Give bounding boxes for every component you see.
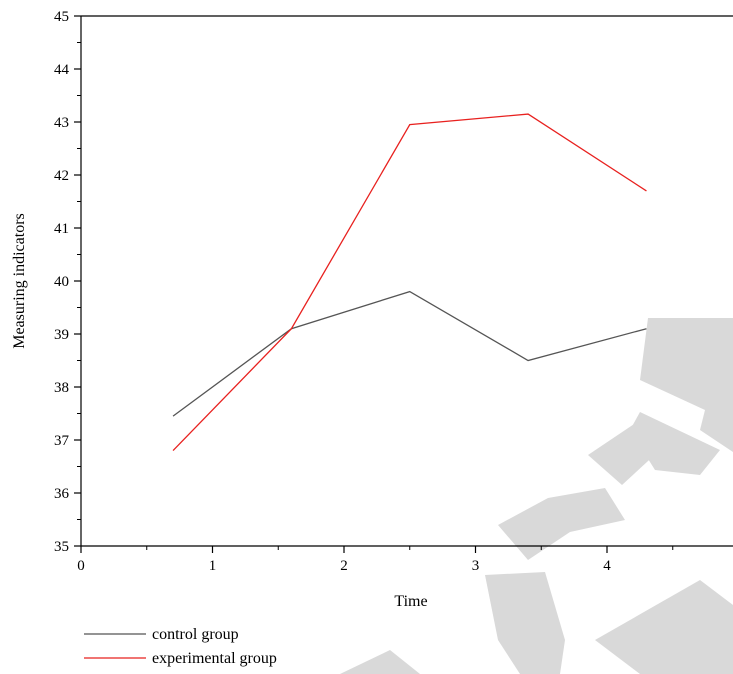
series-line-control [172, 290, 647, 417]
x-tick-label: 1 [209, 558, 217, 574]
x-axis-title: Time [394, 593, 427, 610]
watermark-stroke-5 [595, 580, 733, 674]
x-tick-label: 0 [77, 558, 85, 574]
x-tick-label: 3 [472, 558, 480, 574]
legend-label: control group [152, 626, 239, 643]
retracted-watermark [340, 318, 733, 674]
series-line-experimental [172, 113, 647, 452]
legend-label: experimental group [152, 650, 277, 667]
y-tick-label: 40 [54, 274, 69, 290]
y-tick-label: 42 [54, 168, 69, 184]
watermark-stroke-2 [588, 420, 660, 485]
plot-lines [172, 113, 647, 452]
y-tick-label: 39 [54, 327, 69, 343]
legend: control group experimental group [84, 626, 277, 667]
x-tick-label: 4 [603, 558, 611, 574]
y-ticks: 35 36 37 38 39 40 41 42 43 44 45 [54, 9, 81, 555]
x-tick-label: 2 [340, 558, 348, 574]
y-tick-label: 44 [54, 62, 70, 78]
y-tick-label: 45 [54, 9, 69, 25]
y-tick-label: 43 [54, 115, 69, 131]
y-tick-label: 37 [54, 433, 70, 449]
y-tick-label: 35 [54, 539, 69, 555]
watermark-stroke-3 [498, 488, 625, 560]
watermark-stroke-6 [340, 650, 420, 674]
watermark-stroke-1 [630, 412, 720, 475]
y-tick-label: 36 [54, 486, 70, 502]
y-axis-title: Measuring indicators [11, 213, 28, 349]
y-tick-label: 38 [54, 380, 69, 396]
x-ticks: 0 1 2 3 4 [77, 546, 674, 574]
y-tick-label: 41 [54, 221, 69, 237]
watermark-stroke-4 [485, 572, 565, 674]
watermark-stroke-0 [640, 318, 733, 452]
